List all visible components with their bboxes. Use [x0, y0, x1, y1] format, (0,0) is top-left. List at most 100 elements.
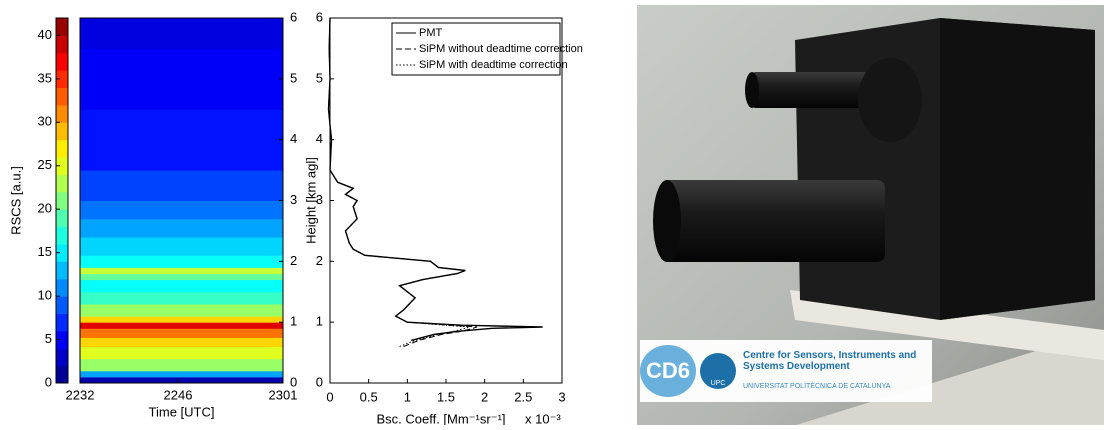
- legend-box: [391, 22, 561, 76]
- colorbar-step: [56, 52, 68, 71]
- x-tick-label: 1: [404, 389, 411, 404]
- legend-label: SiPM with deadtime correction: [419, 59, 568, 71]
- heatmap-band: [80, 170, 283, 201]
- y-tick-label: 0: [316, 374, 323, 389]
- colorbar-step: [56, 330, 68, 349]
- x-tick-label: 2246: [164, 387, 193, 402]
- photo: CD6 UPC Centre for Sensors, Instruments …: [637, 5, 1104, 430]
- heatmap-band: [80, 291, 283, 305]
- x-tick-label: 2: [481, 389, 488, 404]
- colorbar-step: [56, 122, 68, 141]
- x-multiplier: x 10⁻³: [525, 411, 561, 425]
- centre-name: Centre for Sensors, Instruments and Syst…: [743, 350, 917, 372]
- colorbar-step: [56, 348, 68, 367]
- y-tick-label: 2: [290, 253, 297, 268]
- y-tick-label: 0: [290, 374, 297, 389]
- heatmap-band: [80, 346, 283, 360]
- series-line: [327, 17, 470, 347]
- y-tick-label: 3: [290, 192, 297, 207]
- university-name: UNIVERSITAT POLITÈCNICA DE CATALUNYA: [743, 381, 891, 390]
- heatmap-band: [80, 109, 283, 171]
- colorbar-tick-label: 20: [38, 201, 52, 216]
- colorbar-step: [56, 191, 68, 210]
- colorbar-step: [56, 174, 68, 193]
- heatmap-band: [80, 255, 283, 268]
- shelf: [760, 330, 1104, 430]
- y-tick-label: 6: [290, 9, 297, 24]
- colorbar-step: [56, 243, 68, 262]
- small-tube-end: [745, 72, 759, 108]
- heatmap-band: [80, 337, 283, 347]
- heatmap-band: [80, 358, 283, 372]
- colorbar-step: [56, 209, 68, 228]
- x-axis-label: Bsc. Coeff. [Mm⁻¹sr⁻¹]: [376, 411, 505, 425]
- heatmap-band: [80, 370, 283, 378]
- heatmap-band: [80, 273, 283, 281]
- x-tick-label: 2.5: [514, 389, 532, 404]
- small-tube: [750, 72, 870, 108]
- heatmap-band: [80, 237, 283, 256]
- heatmap-band: [80, 328, 283, 338]
- x-tick-label: 0.5: [360, 389, 378, 404]
- heatmap-band: [80, 303, 283, 317]
- x-tick-label: 2232: [66, 387, 95, 402]
- y-axis-label: Height [km agl]: [303, 157, 318, 244]
- x-axis-label: Time [UTC]: [149, 404, 215, 419]
- upc-circle: [700, 353, 736, 389]
- logo-circle: [640, 345, 696, 397]
- box-side: [940, 18, 1095, 320]
- colorbar-step: [56, 313, 68, 332]
- heatmap-band: [80, 218, 283, 238]
- colorbar-step: [56, 139, 68, 158]
- colorbar-step: [56, 365, 68, 384]
- colorbar-tick-label: 40: [38, 27, 52, 42]
- colorbar-step: [56, 226, 68, 245]
- heatmap-band: [80, 376, 283, 384]
- colorbar-step: [56, 278, 68, 297]
- y-tick-label: 5: [316, 70, 323, 85]
- colorbar-tick-label: 30: [38, 114, 52, 129]
- heatmap-band: [80, 279, 283, 293]
- colorbar-tick-label: 25: [38, 157, 52, 172]
- colorbar-tick-label: 0: [45, 374, 52, 389]
- heatmap-band: [80, 267, 283, 274]
- heatmap-band: [80, 200, 283, 220]
- heatmap-band: [80, 322, 283, 329]
- plot-area: [329, 17, 563, 384]
- y-tick-label: 6: [316, 9, 323, 24]
- colorbar-tick-label: 10: [38, 288, 52, 303]
- x-tick-label: 0: [326, 389, 333, 404]
- centre-name-box: Centre for Sensors, Instruments and Syst…: [743, 350, 917, 372]
- y-tick-label: 1: [316, 314, 323, 329]
- colorbar-step: [56, 87, 68, 106]
- heatmap-band: [80, 48, 283, 110]
- large-tube-end: [653, 180, 681, 262]
- colorbar-tick-label: 35: [38, 70, 52, 85]
- x-tick-label: 2301: [269, 387, 298, 402]
- large-tube: [660, 180, 885, 262]
- x-tick-label: 3: [558, 389, 565, 404]
- x-tick-label: 1.5: [437, 389, 455, 404]
- y-tick-label: 2: [316, 253, 323, 268]
- y-tick-label: 4: [290, 131, 297, 146]
- colorbar-tick-label: 5: [45, 331, 52, 346]
- y-tick-label: 5: [290, 70, 297, 85]
- colorbar-step: [56, 70, 68, 89]
- colorbar-label: RSCS [a.u.]: [8, 166, 23, 235]
- logo-text: CD6: [646, 358, 690, 383]
- colorbar-step: [56, 261, 68, 280]
- colorbar-step: [56, 35, 68, 54]
- colorbar-step: [56, 104, 68, 123]
- colorbar-step: [56, 18, 68, 36]
- heatmap-band: [80, 18, 283, 49]
- heatmap-band: [80, 316, 283, 323]
- flange: [858, 58, 922, 142]
- y-tick-label: 1: [290, 314, 297, 329]
- colorbar-frame: [55, 17, 69, 384]
- y-tick-label: 4: [316, 131, 323, 146]
- legend-label: SiPM without deadtime correction: [419, 43, 583, 55]
- legend-label: PMT: [419, 27, 443, 39]
- y-tick-label: 3: [316, 192, 323, 207]
- upc-text: UPC: [711, 380, 726, 387]
